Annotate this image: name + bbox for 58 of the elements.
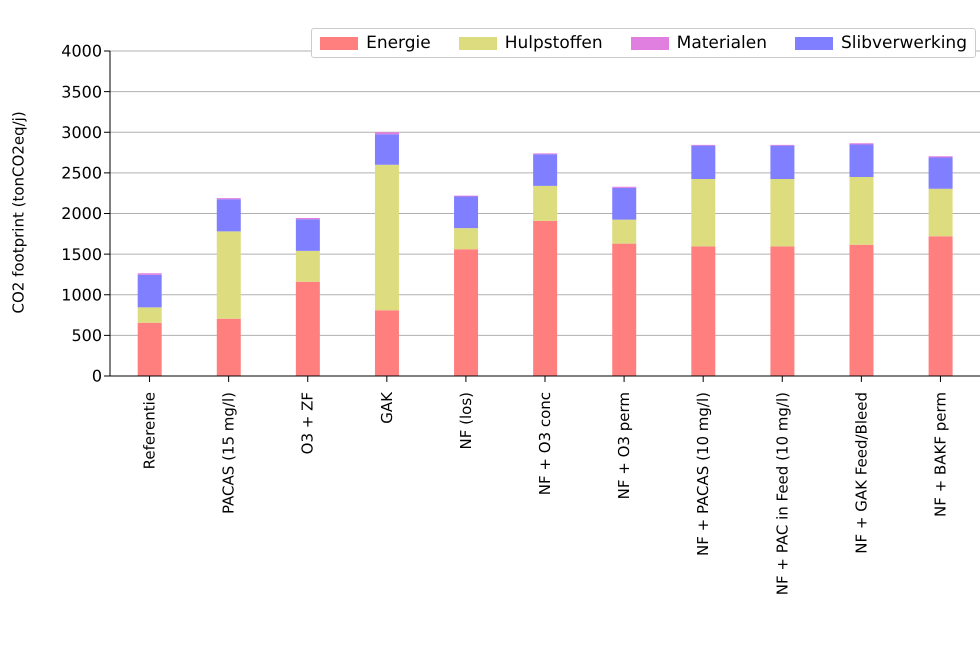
x-tick-label: NF + O3 conc — [536, 392, 554, 496]
bar — [138, 322, 162, 376]
bar — [533, 220, 558, 376]
bar — [850, 144, 874, 177]
x-tick-label: NF + O3 perm — [615, 392, 634, 500]
x-tick-label: NF + GAK Feed/Bleed — [852, 392, 870, 554]
x-tick-label: PACAS (15 mg/l) — [220, 392, 238, 514]
bar — [454, 249, 478, 376]
y-tick-label: 3500 — [61, 82, 102, 102]
bar — [138, 274, 162, 308]
bar — [928, 188, 953, 236]
legend-label: Materialen — [676, 33, 767, 53]
legend-label: Hulpstoffen — [504, 33, 603, 53]
y-axis-title: CO2 footprint (tonCO2eq/j) — [9, 111, 28, 314]
bar — [533, 186, 558, 221]
x-tick-label: O3 + ZF — [298, 392, 317, 454]
x-tick-label: NF + BAKF perm — [931, 392, 950, 518]
bar — [296, 282, 320, 376]
y-tick-label: 2000 — [61, 204, 102, 224]
y-tick-label: 1500 — [61, 244, 102, 264]
bar — [850, 244, 874, 376]
bar — [928, 236, 953, 376]
bar — [612, 188, 636, 220]
bar — [374, 310, 399, 376]
bar — [770, 246, 794, 376]
bar — [770, 146, 794, 179]
bar — [850, 176, 874, 245]
x-tick-label: Referentie — [140, 392, 159, 470]
bar — [770, 178, 794, 246]
bar — [691, 178, 716, 246]
bar — [138, 307, 162, 323]
y-tick-label: 3000 — [61, 122, 102, 142]
bar — [691, 146, 716, 179]
y-tick-label: 2500 — [61, 164, 102, 183]
bar — [928, 157, 953, 189]
bar — [296, 219, 320, 251]
bar — [533, 154, 558, 186]
bar — [216, 318, 241, 376]
legend-label: Slibverwerking — [840, 33, 967, 53]
y-tick-label: 0 — [92, 366, 102, 386]
bar — [612, 220, 636, 244]
bar — [691, 246, 716, 376]
bar — [454, 228, 478, 250]
bar — [216, 231, 241, 319]
bar — [374, 134, 399, 165]
x-tick-label: NF (los) — [456, 392, 475, 450]
x-tick-label: GAK — [378, 390, 396, 424]
y-tick-label: 1000 — [61, 285, 102, 304]
legend-label: Energie — [365, 33, 431, 53]
y-tick-label: 500 — [71, 326, 102, 346]
bar — [216, 199, 241, 232]
x-tick-label: NF + PAC in Feed (10 mg/l) — [773, 392, 792, 596]
y-tick-label: 4000 — [61, 42, 102, 61]
bar — [454, 196, 478, 228]
bar — [374, 164, 399, 310]
bar — [612, 244, 636, 376]
bar — [296, 250, 320, 282]
x-tick-label: NF + PACAS (10 mg/l) — [694, 392, 712, 556]
